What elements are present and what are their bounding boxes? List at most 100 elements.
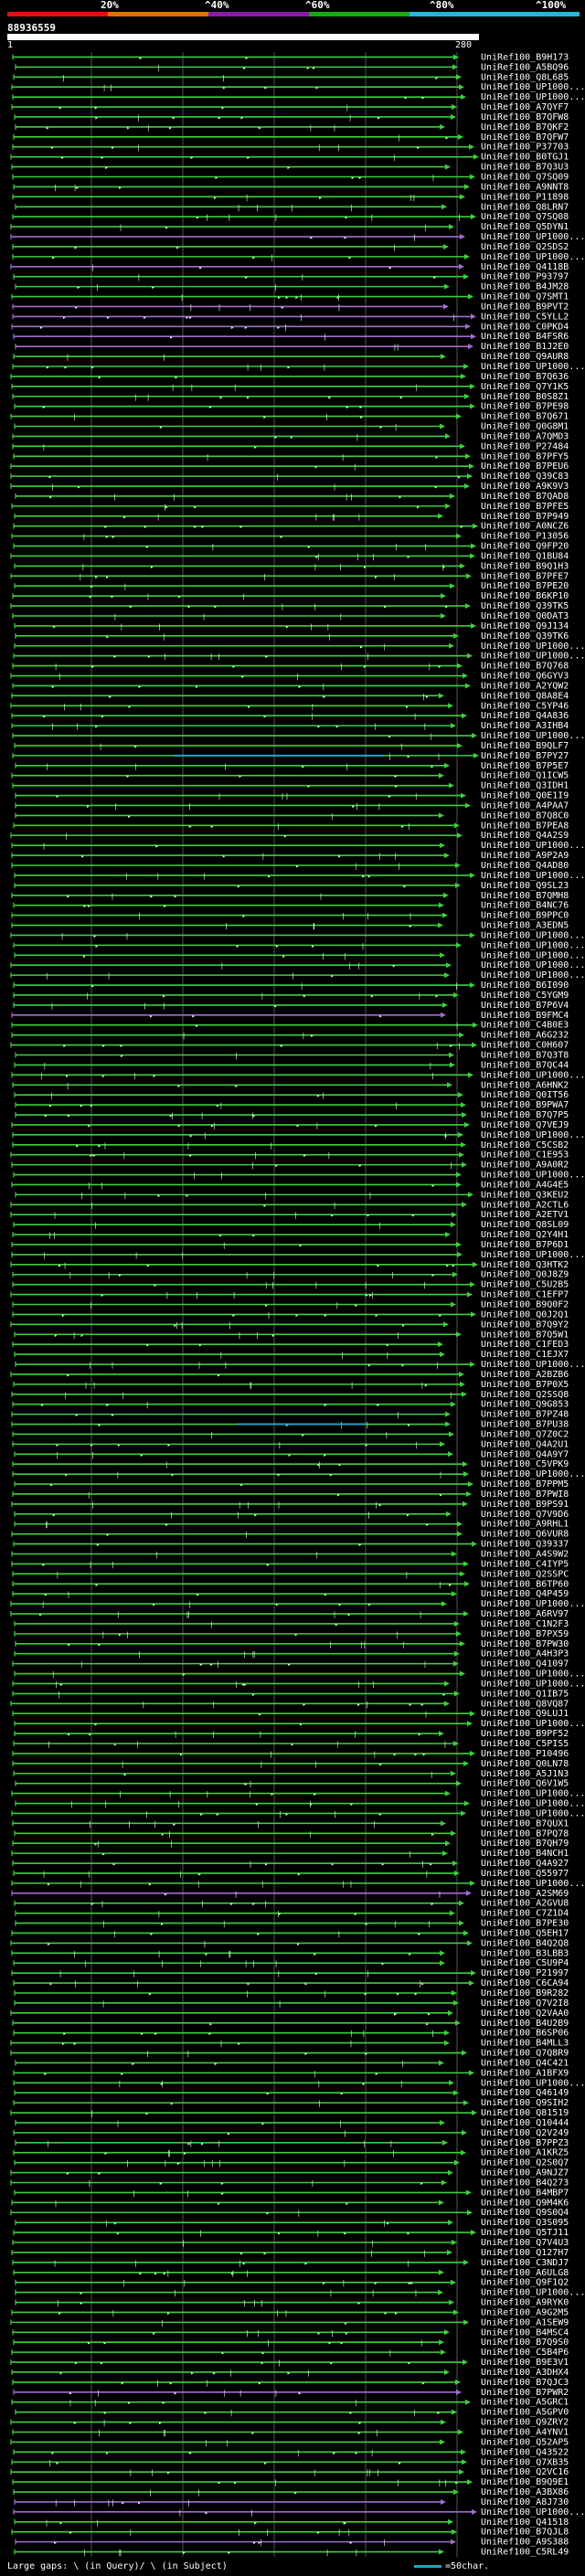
hit-row[interactable]: |▸ ▸▸ | UniRef100_Q4A836 [11,711,569,721]
hit-row[interactable]: ▸| ▸| ▸▸ UniRef100_UP1000... [10,1599,585,1609]
hit-label-link[interactable]: UniRef100_Q8A8E4 [481,691,569,701]
hit-label-link[interactable]: UniRef100_B7QFW8 [481,112,569,122]
hit-row[interactable]: |▸ ▸▸ UniRef100_A7QYF7 [11,102,569,112]
hit-label-link[interactable]: UniRef100_Q39TK5 [481,601,569,611]
hit-label-link[interactable]: UniRef100_Q7Z0C2 [481,1430,569,1440]
hit-label-link[interactable]: UniRef100_Q4AD80 [481,861,569,871]
hit-row[interactable]: || UniRef100_Q2SSPC [12,1569,569,1579]
hit-label-link[interactable]: UniRef100_Q7V9D6 [481,1510,569,1520]
hit-row[interactable]: || || ▸▸ | UniRef100_Q7SQ08 [12,212,569,222]
hit-label-link[interactable]: UniRef100_C3NDJ7 [481,2258,569,2268]
hit-label-link[interactable]: UniRef100_C0H607 [481,1041,569,1051]
hit-label-link[interactable]: UniRef100_B9PWA7 [481,1100,569,1110]
hit-label-link[interactable]: UniRef100_P11898 [481,192,569,202]
hit-row[interactable]: ▸ ▸| ||| UniRef100_Q55977 [13,1869,569,1879]
hit-row[interactable]: || || UniRef100_A4H3P3 [14,1649,569,1659]
hit-row[interactable]: | ▸▸ ▸|▸ | UniRef100_A9G2M5 [11,2308,569,2318]
hit-row[interactable]: ▸▸▸|▸ ▸▸ UniRef100_Q0J2Q1 [12,1309,569,1320]
hit-label-link[interactable]: UniRef100_B9PPC0 [481,911,569,921]
hit-label-link[interactable]: UniRef100_B7PEU6 [481,461,569,472]
hit-row[interactable]: |▸ ▸ ▸|▸ UniRef100_A3DHX4 [11,2368,569,2378]
hit-label-link[interactable]: UniRef100_A9NJZ7 [481,2168,569,2178]
hit-label-link[interactable]: UniRef100_A2BZB6 [481,1370,569,1380]
hit-label-link[interactable]: UniRef100_P13056 [481,532,569,542]
hit-row[interactable]: |▸▸▸ ||▸ UniRef100_B7QKF2 [15,122,569,133]
hit-label-link[interactable]: UniRef100_Q0J8Z9 [481,1270,569,1280]
hit-row[interactable]: |▸ |▸ ▸ UniRef100_B4MLL3 [10,2039,569,2049]
hit-label-link[interactable]: UniRef100_A9K9V3 [481,482,569,492]
hit-row[interactable]: ▸▸ ▸ | |▸ ▸ UniRef100_Q43522 [13,2447,569,2457]
hit-label-link[interactable]: UniRef100_P21997 [481,1968,569,1978]
hit-row[interactable]: ▸ ▸ UniRef100_B7Q3U3 [11,163,569,173]
hit-row[interactable]: ▸| UniRef100_UP1000... [14,1670,585,1680]
hit-label-link[interactable]: UniRef100_C5PIS5 [481,1739,569,1749]
hit-row[interactable]: |▸ UniRef100_Q9LUJ1 [12,1709,569,1719]
hit-row[interactable]: ▸▸ UniRef100_Q3IDH1 [12,781,569,791]
hit-row[interactable]: | ▸▸ ▸ UniRef100_A5BQ96 [15,62,569,72]
hit-row[interactable]: | |▸ ▸ ▸| UniRef100_Q7V9D6 [14,1510,569,1520]
hit-label-link[interactable]: UniRef100_Q9J134 [481,621,569,631]
hit-row[interactable]: ▸ ▸▸ | UniRef100_Q7SQ09 [12,173,569,183]
hit-label-link[interactable]: UniRef100_UP1000... [481,1808,585,1818]
hit-row[interactable]: |▸ |▸ |▸ UniRef100_A9P2A9 [11,851,569,861]
hit-row[interactable]: ▸| ▸ UniRef100_Q4118B [10,262,569,272]
hit-row[interactable]: ▸▸ | UniRef100_Q39C83 [10,472,569,482]
hit-label-link[interactable]: UniRef100_C5U9P4 [481,1958,569,1968]
hit-row[interactable]: ▸ |▸ | UniRef100_UP1000... [14,950,585,960]
hit-row[interactable]: |▸ UniRef100_Q9SIH2 [13,2098,569,2108]
hit-row[interactable]: ▸| | UniRef100_Q7Z0C2 [12,1430,569,1440]
hit-label-link[interactable]: UniRef100_UP1000... [481,1680,585,1690]
hit-row[interactable]: | ▸|▸ UniRef100_B7PQ78 [14,1829,569,1839]
hit-label-link[interactable]: UniRef100_Q39TK6 [481,631,569,641]
hit-row[interactable]: ▸ ▸| UniRef100_A6HNK2 [12,1080,569,1090]
hit-row[interactable]: | ▸ ▸▸| ▸ UniRef100_B0S8Z1 [12,392,569,402]
hit-row[interactable]: | | UniRef100_Q8SL09 [13,1220,569,1230]
hit-row[interactable]: |▸▸ ▸ | UniRef100_B6KP10 [12,591,569,601]
hit-row[interactable]: ▸ ▸▸ UniRef100_C1FED3 [12,1340,569,1350]
hit-row[interactable]: || ▸ UniRef100_Q10444 [15,2118,569,2128]
hit-row[interactable]: ▸ | UniRef100_B4NCH1 [11,1849,569,1859]
hit-label-link[interactable]: UniRef100_A6ULG8 [481,2268,569,2278]
hit-row[interactable]: | | ||▸ ▸ UniRef100_Q9J134 [14,621,569,631]
hit-label-link[interactable]: UniRef100_A4YNV1 [481,2428,569,2438]
hit-row[interactable]: || UniRef100_Q7V4U3 [12,2238,569,2248]
hit-label-link[interactable]: UniRef100_Q4P459 [481,1589,569,1599]
hit-label-link[interactable]: UniRef100_B9Q1H3 [481,561,569,571]
hit-label-link[interactable]: UniRef100_B7QAD8 [481,492,569,502]
hit-row[interactable]: | ▸| | | |▸ UniRef100_A8J730 [14,2497,569,2507]
hit-row[interactable]: ▸ ▸▸ UniRef100_B9FMC4 [11,1011,569,1021]
hit-label-link[interactable]: UniRef100_B7PPM5 [481,1479,569,1489]
hit-label-link[interactable]: UniRef100_B9PS91 [481,1500,569,1510]
hit-label-link[interactable]: UniRef100_C1EJX7 [481,1350,569,1360]
hit-label-link[interactable]: UniRef100_Q5EH17 [481,1929,569,1939]
hit-row[interactable]: ▸▸ UniRef100_A9NJZ7 [10,2168,569,2178]
hit-label-link[interactable]: UniRef100_A6RV97 [481,1609,569,1619]
hit-label-link[interactable]: UniRef100_A1KRZ5 [481,2148,569,2158]
hit-row[interactable]: ▸ |▸▸▸ | UniRef100_UP1000... [12,1469,585,1479]
hit-row[interactable]: |▸| |▸| UniRef100_C5PIS5 [13,1739,569,1749]
hit-label-link[interactable]: UniRef100_A2CTL6 [481,1200,569,1210]
hit-row[interactable]: | ▸| UniRef100_B4MBP7 [14,2188,569,2198]
hit-label-link[interactable]: UniRef100_A3DHX4 [481,2368,569,2378]
hit-label-link[interactable]: UniRef100_B7Q636 [481,372,569,382]
hit-label-link[interactable]: UniRef100_UP1000... [481,1469,585,1479]
hit-label-link[interactable]: UniRef100_B7Q8C0 [481,811,569,821]
hit-row[interactable]: ▸ |▸ | | | UniRef100_B7PW30 [15,1639,569,1649]
hit-row[interactable]: ▸|| UniRef100_B7PFY5 [13,451,569,461]
hit-label-link[interactable]: UniRef100_A9A0R2 [481,1161,569,1171]
hit-row[interactable]: | ▸▸ |▸ ▸ UniRef100_B7QJC3 [12,2378,569,2388]
hit-label-link[interactable]: UniRef100_Q5TJ11 [481,2228,569,2238]
hit-row[interactable]: ▸|| ▸ ▸| ▸ UniRef100_Q9F1Q2 [15,2278,569,2288]
hit-label-link[interactable]: UniRef100_A7QYF7 [481,102,569,112]
hit-row[interactable]: ▸ | ▸▸| UniRef100_B4Q273 [10,2178,569,2189]
hit-label-link[interactable]: UniRef100_B9FMC4 [481,1011,569,1021]
hit-row[interactable]: |▸▸ || ▸| UniRef100_B7PWR2 [13,2388,569,2398]
hit-row[interactable]: |▸ UniRef100_B7PEU6 [10,461,569,472]
hit-label-link[interactable]: UniRef100_UP1000... [481,1599,585,1609]
hit-row[interactable]: ▸ ▸ ▸| UniRef100_Q8A8E4 [11,691,569,701]
hit-row[interactable]: ▸▸ || || UniRef100_B7PE30 [15,1919,569,1929]
hit-label-link[interactable]: UniRef100_UP1000... [481,1070,585,1080]
hit-label-link[interactable]: UniRef100_Q7SMT1 [481,292,569,302]
hit-label-link[interactable]: UniRef100_B7PE98 [481,402,569,412]
hit-label-link[interactable]: UniRef100_B9PVT2 [481,302,569,313]
